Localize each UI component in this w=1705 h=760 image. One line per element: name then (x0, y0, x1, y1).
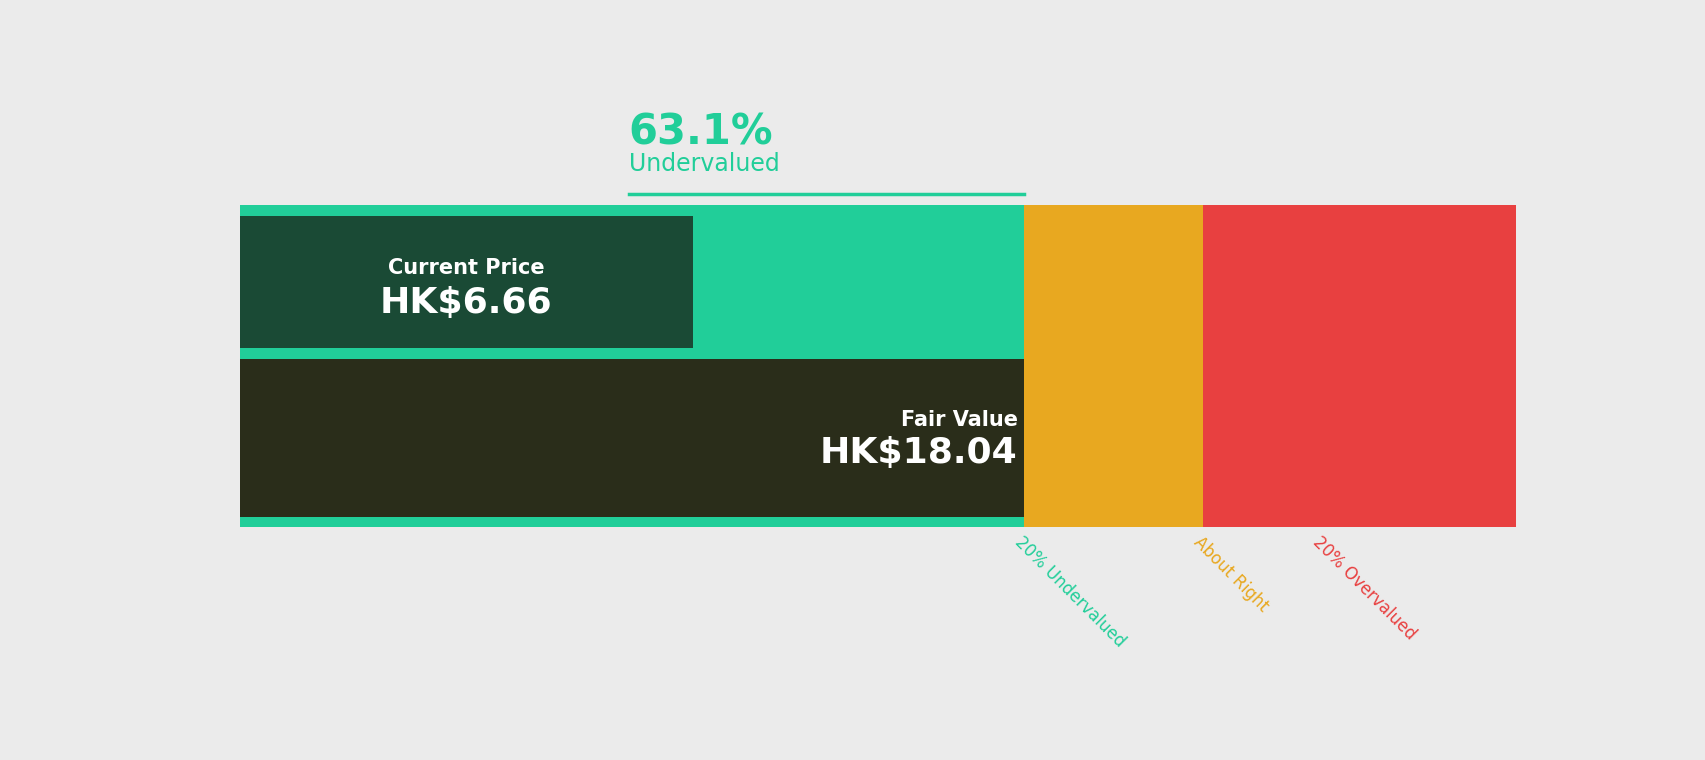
Text: About Right: About Right (1190, 533, 1272, 615)
Text: HK$18.04: HK$18.04 (820, 435, 1018, 470)
Text: 20% Undervalued: 20% Undervalued (1011, 533, 1129, 651)
Text: HK$6.66: HK$6.66 (380, 287, 552, 320)
Text: Fair Value: Fair Value (900, 410, 1018, 430)
Bar (239, 353, 1023, 517)
Bar (1202, 205, 1514, 527)
Bar (1023, 205, 1202, 527)
Bar (239, 205, 1023, 527)
Text: Undervalued: Undervalued (629, 152, 779, 176)
Bar (239, 205, 1023, 216)
Text: Current Price: Current Price (387, 258, 544, 278)
Bar (239, 517, 1023, 527)
Bar (239, 216, 692, 353)
Bar (239, 348, 1023, 359)
Text: 63.1%: 63.1% (629, 111, 772, 154)
Text: 20% Overvalued: 20% Overvalued (1308, 533, 1419, 643)
